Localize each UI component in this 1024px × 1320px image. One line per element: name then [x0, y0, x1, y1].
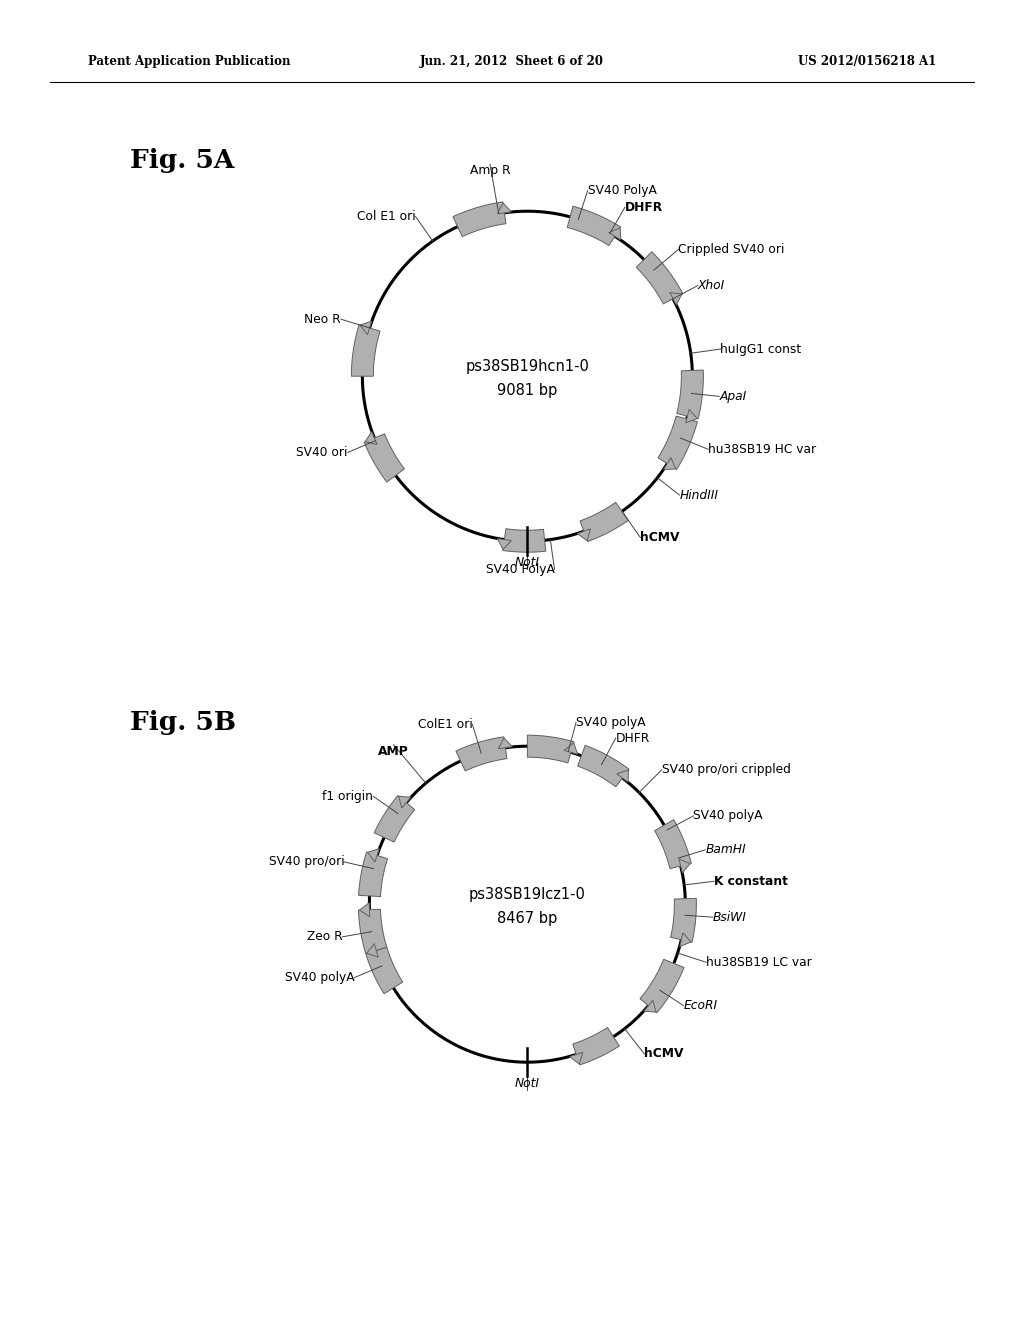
Polygon shape — [527, 735, 573, 763]
Polygon shape — [358, 909, 387, 953]
Text: SV40 polyA: SV40 polyA — [693, 809, 763, 822]
Text: huIgG1 const: huIgG1 const — [721, 343, 802, 355]
Polygon shape — [686, 409, 697, 422]
Polygon shape — [366, 432, 377, 445]
Text: SV40 polyA: SV40 polyA — [285, 972, 354, 985]
Polygon shape — [572, 1027, 620, 1065]
Polygon shape — [365, 434, 404, 482]
Text: HindIII: HindIII — [680, 488, 719, 502]
Polygon shape — [578, 746, 629, 787]
Text: Col E1 ori: Col E1 ori — [357, 210, 416, 223]
Text: BsiWI: BsiWI — [713, 911, 746, 924]
Polygon shape — [503, 529, 546, 552]
Text: Crippled SV40 ori: Crippled SV40 ori — [678, 243, 784, 256]
Text: f1 origin: f1 origin — [323, 789, 374, 803]
Polygon shape — [351, 325, 380, 376]
Text: hCMV: hCMV — [640, 531, 680, 544]
Polygon shape — [567, 206, 621, 246]
Polygon shape — [640, 960, 684, 1012]
Text: DHFR: DHFR — [625, 201, 663, 214]
Text: 8467 bp: 8467 bp — [498, 911, 557, 925]
Polygon shape — [498, 203, 511, 214]
Text: US 2012/0156218 A1: US 2012/0156218 A1 — [798, 55, 936, 69]
Polygon shape — [680, 933, 691, 946]
Text: ApaI: ApaI — [719, 389, 746, 403]
Polygon shape — [564, 743, 578, 754]
Text: Amp R: Amp R — [470, 165, 510, 177]
Polygon shape — [658, 416, 697, 470]
Polygon shape — [359, 903, 370, 916]
Polygon shape — [368, 849, 379, 862]
Polygon shape — [609, 228, 621, 240]
Text: 9081 bp: 9081 bp — [498, 383, 557, 397]
Text: Fig. 5B: Fig. 5B — [130, 710, 237, 735]
Text: NotI: NotI — [515, 1077, 540, 1090]
Text: hu38SB19 HC var: hu38SB19 HC var — [709, 442, 816, 455]
Polygon shape — [677, 370, 703, 418]
Text: Zeo R: Zeo R — [306, 931, 342, 944]
Polygon shape — [358, 851, 387, 896]
Polygon shape — [360, 321, 372, 335]
Polygon shape — [636, 252, 683, 304]
Text: Fig. 5A: Fig. 5A — [130, 148, 234, 173]
Polygon shape — [671, 899, 696, 942]
Text: Jun. 21, 2012  Sheet 6 of 20: Jun. 21, 2012 Sheet 6 of 20 — [420, 55, 604, 69]
Text: SV40 pro/ori: SV40 pro/ori — [268, 855, 344, 869]
Text: SV40 polyA: SV40 polyA — [577, 717, 646, 729]
Text: DHFR: DHFR — [615, 731, 650, 744]
Polygon shape — [366, 948, 402, 994]
Text: NotI: NotI — [515, 556, 540, 569]
Text: ps38SB19hcn1-0: ps38SB19hcn1-0 — [466, 359, 589, 374]
Text: EcoRI: EcoRI — [683, 999, 718, 1012]
Polygon shape — [644, 1001, 656, 1012]
Polygon shape — [569, 1052, 583, 1064]
Text: XhoI: XhoI — [697, 279, 725, 292]
Polygon shape — [664, 458, 676, 470]
Text: hu38SB19 LC var: hu38SB19 LC var — [707, 956, 812, 969]
Polygon shape — [453, 202, 506, 236]
Text: ps38SB19lcz1-0: ps38SB19lcz1-0 — [469, 887, 586, 902]
Polygon shape — [670, 293, 682, 305]
Polygon shape — [679, 859, 690, 873]
Polygon shape — [456, 737, 507, 771]
Polygon shape — [580, 503, 629, 541]
Text: Patent Application Publication: Patent Application Publication — [88, 55, 291, 69]
Polygon shape — [374, 796, 415, 842]
Text: SV40 PolyA: SV40 PolyA — [588, 185, 656, 197]
Text: hCMV: hCMV — [644, 1048, 684, 1060]
Text: BamHI: BamHI — [706, 843, 745, 857]
Text: AMP: AMP — [378, 744, 409, 758]
Polygon shape — [367, 944, 378, 957]
Polygon shape — [578, 529, 591, 541]
Polygon shape — [654, 820, 691, 869]
Polygon shape — [616, 770, 629, 783]
Text: ColE1 ori: ColE1 ori — [418, 718, 472, 731]
Text: SV40 PolyA: SV40 PolyA — [485, 562, 555, 576]
Text: SV40 pro/ori crippled: SV40 pro/ori crippled — [662, 763, 791, 776]
Polygon shape — [498, 539, 511, 549]
Text: K constant: K constant — [714, 875, 787, 888]
Polygon shape — [499, 738, 512, 748]
Text: SV40 ori: SV40 ori — [297, 446, 348, 459]
Polygon shape — [398, 796, 411, 808]
Text: Neo R: Neo R — [304, 313, 341, 326]
